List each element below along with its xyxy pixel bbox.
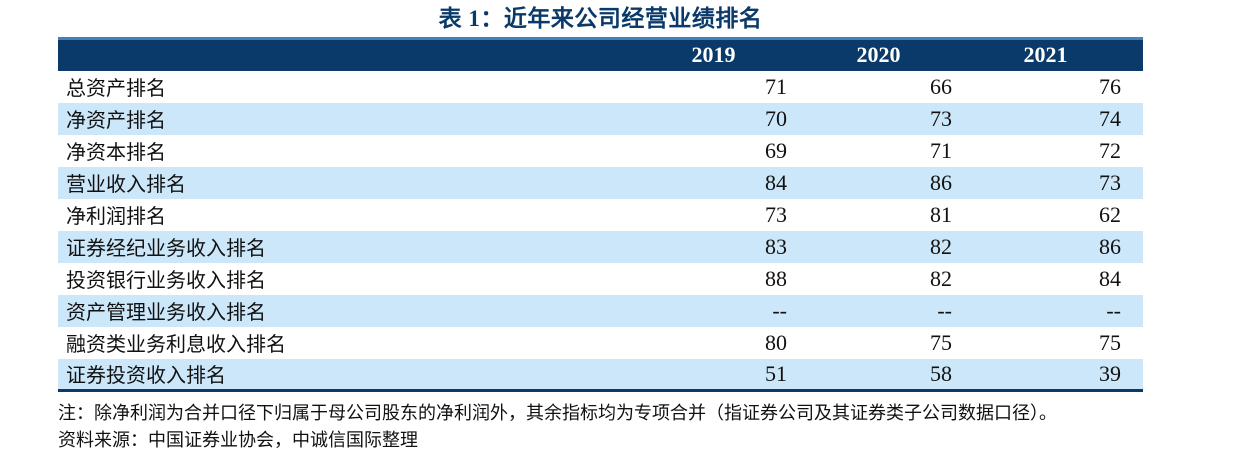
footnote: 注：除净利润为合并口径下归属于母公司股东的净利润外，其余指标均为专项合并（指证券… [58,403,1057,423]
row-label: 资产管理业务收入排名 [66,302,266,324]
rank-value-2021: 39 [1099,360,1121,386]
row-label: 融资类业务利息收入排名 [66,334,286,356]
row-label: 总资产排名 [66,78,166,100]
year-column-header-2020: 2020 [856,42,901,68]
report-table-section: 表 1：近年来公司经营业绩排名 2019 2020 2021 总资产排名 71 … [58,0,1143,454]
table-row: 投资银行业务收入排名 88 82 84 [58,263,1143,295]
row-label: 证券经纪业务收入排名 [66,238,266,260]
rank-value-2021: 86 [1099,233,1121,259]
ranking-table: 2019 2020 2021 总资产排名 71 66 76 净资产排名 70 7… [58,37,1143,392]
table-row: 净资产排名 70 73 74 [58,102,1143,135]
table-header-row: 2019 2020 2021 [58,38,1143,71]
table-title: 表 1：近年来公司经营业绩排名 [438,6,763,31]
rank-value-2019: 83 [765,233,787,259]
rank-value-2021: 62 [1099,201,1121,227]
rank-value-2020: -- [937,297,952,323]
rank-value-2020: 71 [930,137,952,163]
row-label: 证券投资收入排名 [66,365,226,388]
year-column-header-2019: 2019 [691,42,736,68]
rank-value-2020: 75 [930,329,952,355]
year-column-header-2021: 2021 [1023,42,1068,68]
rank-value-2019: -- [772,297,787,323]
rank-value-2019: 51 [765,360,787,386]
row-label: 投资银行业务收入排名 [66,270,266,292]
rank-value-2020: 82 [930,265,952,291]
metric-column-header [58,39,640,71]
rank-value-2019: 88 [765,265,787,291]
rank-value-2019: 84 [765,169,787,195]
rank-value-2021: 74 [1099,105,1121,131]
rank-value-2020: 82 [930,233,952,259]
table-row: 总资产排名 71 66 76 [58,71,1143,103]
row-label: 净利润排名 [66,206,166,228]
table-footnotes: 注：除净利润为合并口径下归属于母公司股东的净利润外，其余指标均为专项合并（指证券… [58,400,1143,454]
rank-value-2021: 84 [1099,265,1121,291]
table-row: 证券投资收入排名 51 58 39 [58,358,1143,391]
rank-value-2019: 69 [765,137,787,163]
table-row: 证券经纪业务收入排名 83 82 86 [58,230,1143,263]
rank-value-2021: 72 [1099,137,1121,163]
table-row: 营业收入排名 84 86 73 [58,166,1143,199]
row-label: 净资产排名 [66,110,166,132]
rank-value-2021: 76 [1099,73,1121,99]
rank-value-2020: 86 [930,169,952,195]
rank-value-2021: 75 [1099,329,1121,355]
rank-value-2020: 73 [930,105,952,131]
rank-value-2020: 81 [930,201,952,227]
rank-value-2020: 58 [930,360,952,386]
table-row: 净资本排名 69 71 72 [58,135,1143,167]
rank-value-2019: 80 [765,329,787,355]
rank-value-2020: 66 [930,73,952,99]
table-row: 资产管理业务收入排名 -- -- -- [58,294,1143,327]
row-label: 净资本排名 [66,142,166,164]
table-row: 融资类业务利息收入排名 80 75 75 [58,327,1143,359]
rank-value-2019: 73 [765,201,787,227]
rank-value-2021: -- [1106,297,1121,323]
rank-value-2021: 73 [1099,169,1121,195]
data-source: 资料来源：中国证券业协会，中诚信国际整理 [58,430,418,450]
rank-value-2019: 70 [765,105,787,131]
row-label: 营业收入排名 [66,174,186,196]
table-row: 净利润排名 73 81 62 [58,199,1143,231]
rank-value-2019: 71 [765,73,787,99]
